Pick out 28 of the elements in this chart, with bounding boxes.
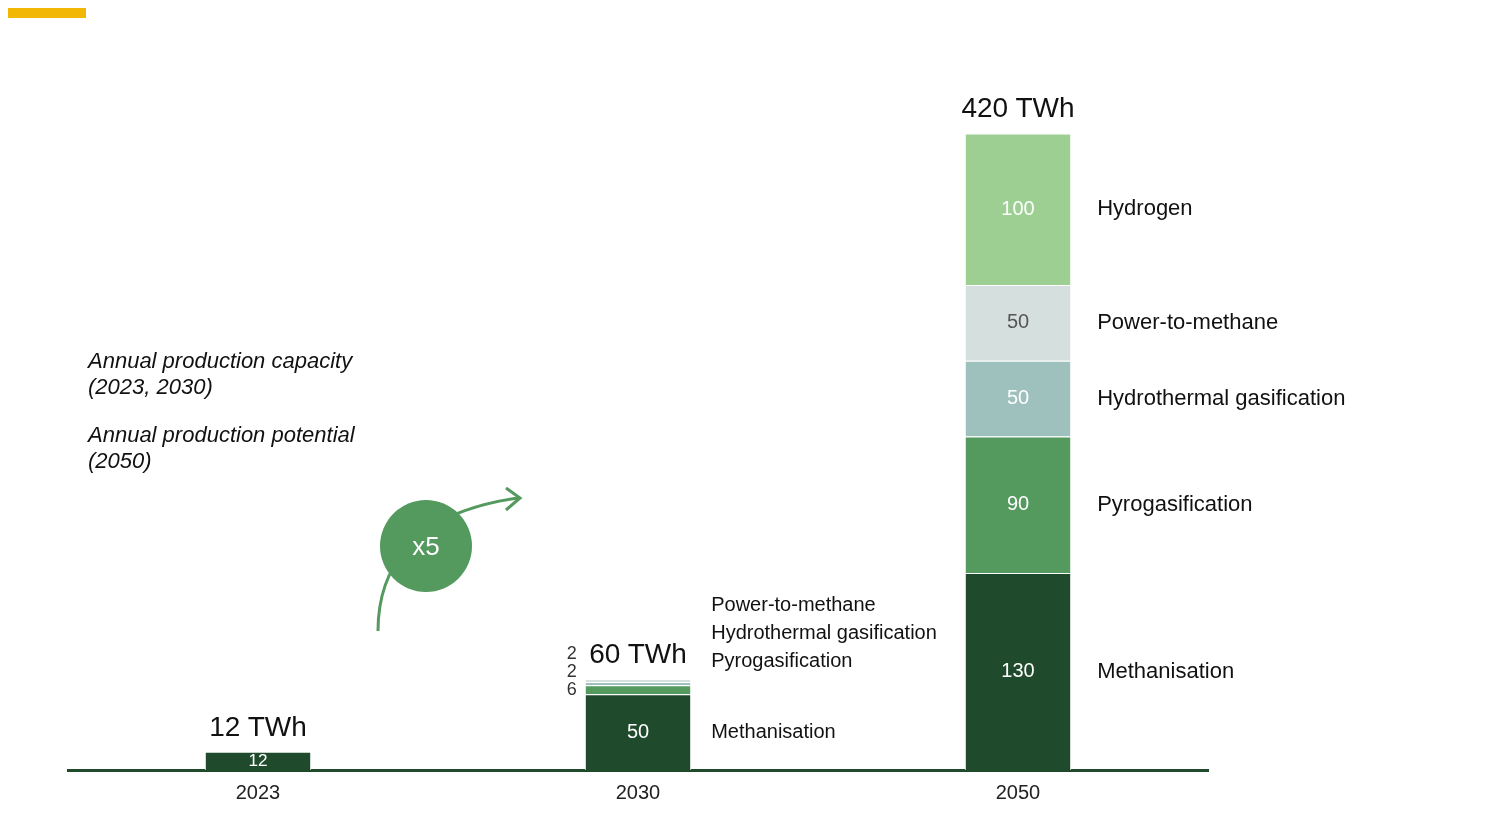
- x-tick-label: 2050: [995, 780, 1041, 803]
- total-label: 60 TWh: [589, 637, 687, 669]
- annotation: Pyrogasification: [711, 648, 853, 671]
- series-label: Methanisation: [1097, 657, 1235, 683]
- annotation: x5: [411, 531, 441, 562]
- data-label: 6: [566, 678, 577, 699]
- data-label: 50: [1006, 310, 1030, 333]
- annotation: Annual production capacity (2023, 2030): [88, 348, 354, 400]
- series-label: Hydrothermal gasification: [1097, 384, 1346, 410]
- data-label: 12: [248, 749, 268, 770]
- x-tick-label: 2030: [615, 780, 661, 803]
- annotation: Methanisation: [711, 719, 836, 742]
- annotation: Hydrothermal gasification: [711, 620, 937, 643]
- x-tick-label: 2023: [235, 780, 281, 803]
- data-label: 100: [1001, 196, 1035, 219]
- data-label: 2: [566, 660, 577, 681]
- data-label: 90: [1006, 492, 1030, 515]
- data-label: 2: [566, 642, 577, 663]
- total-label: 12 TWh: [209, 710, 307, 742]
- annotation: Power-to-methane: [711, 592, 876, 615]
- data-label: 50: [1006, 386, 1030, 409]
- data-label: 50: [626, 719, 650, 742]
- series-label: Pyrogasification: [1097, 490, 1253, 516]
- total-label: 420 TWh: [961, 92, 1075, 124]
- series-label: Power-to-methane: [1097, 308, 1279, 334]
- annotation: Annual production potential (2050): [88, 422, 356, 474]
- series-label: Hydrogen: [1097, 195, 1193, 221]
- data-label: 130: [1001, 659, 1035, 681]
